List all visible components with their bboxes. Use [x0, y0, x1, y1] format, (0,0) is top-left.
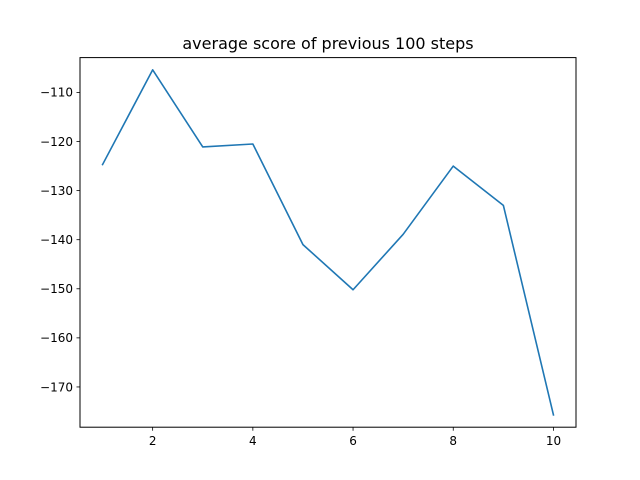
- series-line-0: [101, 69, 555, 416]
- y-tick-label: −140: [40, 233, 73, 247]
- x-tick-label: 10: [546, 434, 561, 448]
- x-tick-label: 6: [349, 434, 357, 448]
- x-tick-label: 8: [449, 434, 457, 448]
- y-tick-label: −130: [40, 184, 73, 198]
- axes-frame: [79, 57, 577, 428]
- y-tick-label: −150: [40, 282, 73, 296]
- y-tick-label: −110: [40, 86, 73, 100]
- x-tick-label: 4: [249, 434, 257, 448]
- y-tick-label: −120: [40, 135, 73, 149]
- y-tick-label: −170: [40, 380, 73, 394]
- plot-area: 2 4 6 8 10 −110 −120 −130 −140 −150 −160 −170: [40, 69, 561, 448]
- x-tick-label: 2: [149, 434, 157, 448]
- y-tick-label: −160: [40, 331, 73, 345]
- chart-title: average score of previous 100 steps: [182, 34, 473, 53]
